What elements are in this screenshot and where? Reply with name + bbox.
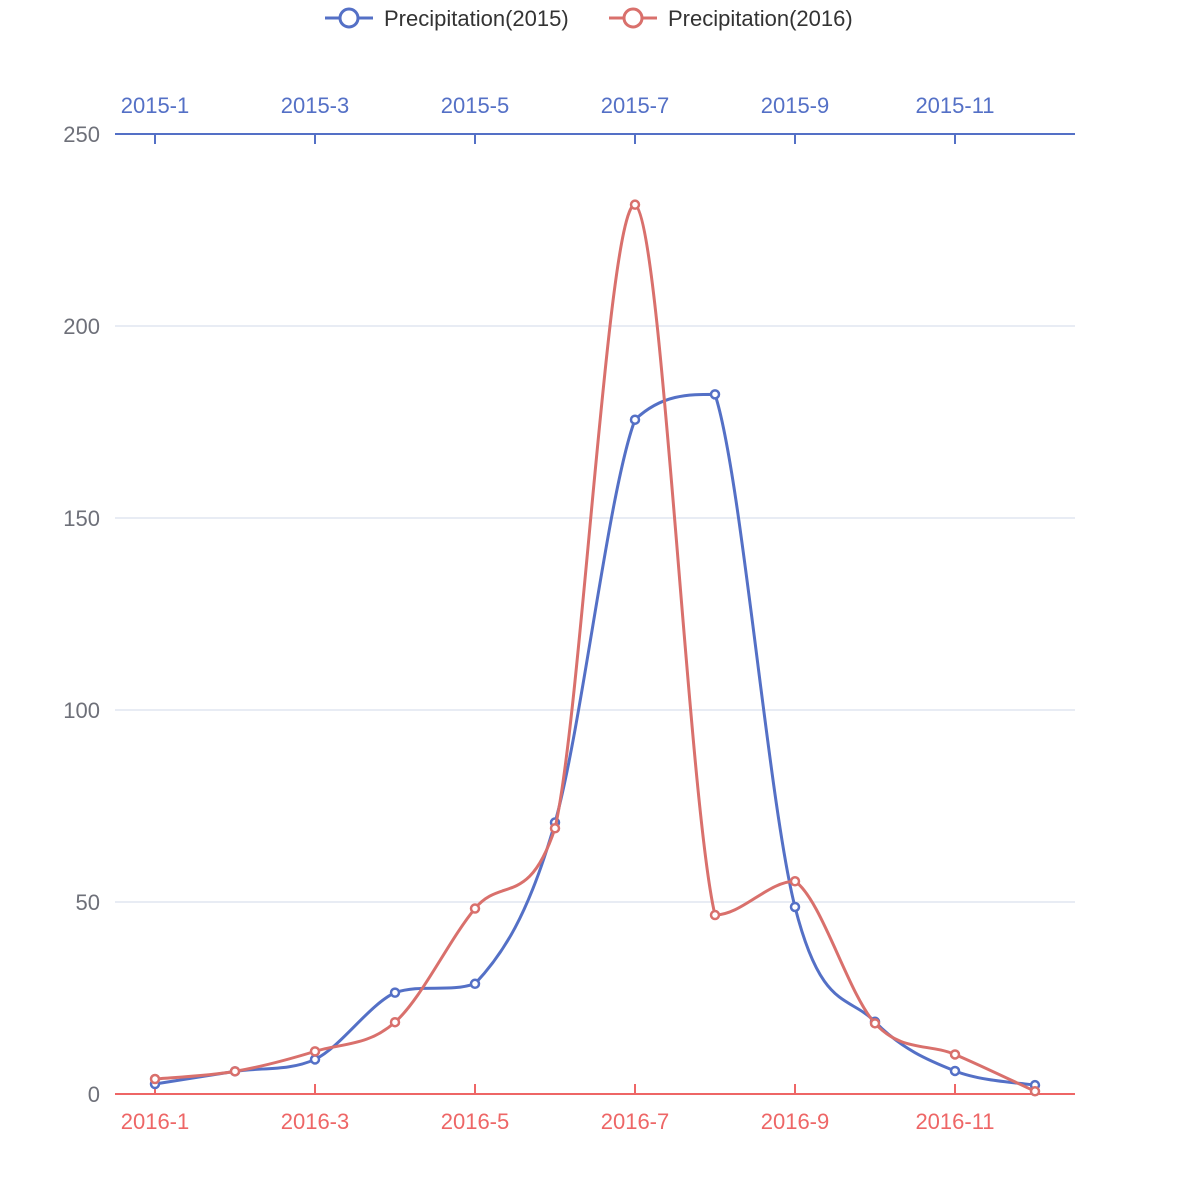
top-x-tick-label: 2015-7	[601, 93, 670, 118]
series-1-point[interactable]	[789, 901, 801, 913]
y-tick-label: 0	[88, 1082, 100, 1107]
bottom-x-tick-label: 2016-11	[915, 1109, 994, 1134]
legend-label: Precipitation(2016)	[668, 6, 853, 31]
series-2-point[interactable]	[469, 903, 481, 914]
top-x-tick-label: 2015-5	[441, 93, 510, 118]
legend-label: Precipitation(2015)	[384, 6, 569, 31]
legend-item-1[interactable]: Precipitation(2015)	[325, 6, 569, 31]
bottom-x-tick-label: 2016-3	[281, 1109, 350, 1134]
series-1-point[interactable]	[629, 414, 641, 425]
top-x-tick-label: 2015-9	[761, 93, 830, 118]
series-2-point[interactable]	[949, 1049, 961, 1060]
bottom-x-tick-label: 2016-1	[121, 1109, 190, 1134]
y-tick-label: 150	[63, 506, 100, 531]
series-line-1	[154, 392, 1036, 1087]
legend-marker-icon	[622, 7, 644, 29]
y-tick-label: 250	[63, 122, 100, 147]
series-2-point[interactable]	[149, 1073, 161, 1085]
series-line-2	[154, 203, 1036, 1093]
series-2-point[interactable]	[309, 1046, 321, 1057]
series-2-point[interactable]	[789, 876, 801, 887]
bottom-x-tick-label: 2016-9	[761, 1109, 830, 1134]
series-2-point[interactable]	[869, 1018, 881, 1029]
bottom-x-tick-label: 2016-5	[441, 1109, 510, 1134]
series-2-point[interactable]	[629, 199, 641, 210]
top-x-tick-label: 2015-3	[281, 93, 350, 118]
series-1-point[interactable]	[709, 389, 721, 400]
series-2-point[interactable]	[709, 909, 721, 921]
legend-marker-icon	[338, 7, 360, 29]
series-1-point[interactable]	[389, 987, 401, 998]
bottom-x-tick-label: 2016-7	[601, 1109, 670, 1134]
top-x-tick-label: 2015-1	[121, 93, 190, 118]
series-1-point[interactable]	[469, 978, 481, 990]
legend-item-2[interactable]: Precipitation(2016)	[609, 6, 853, 31]
series-2-point[interactable]	[229, 1066, 241, 1077]
y-tick-label: 200	[63, 314, 100, 339]
y-tick-label: 50	[76, 890, 100, 915]
series-1-point[interactable]	[949, 1065, 961, 1077]
series-2-point[interactable]	[1029, 1086, 1041, 1097]
top-x-tick-label: 2015-11	[915, 93, 994, 118]
series-2-point[interactable]	[549, 823, 561, 834]
y-tick-label: 100	[63, 698, 100, 723]
series-1-point[interactable]	[309, 1054, 321, 1065]
series-2-point[interactable]	[389, 1016, 401, 1028]
